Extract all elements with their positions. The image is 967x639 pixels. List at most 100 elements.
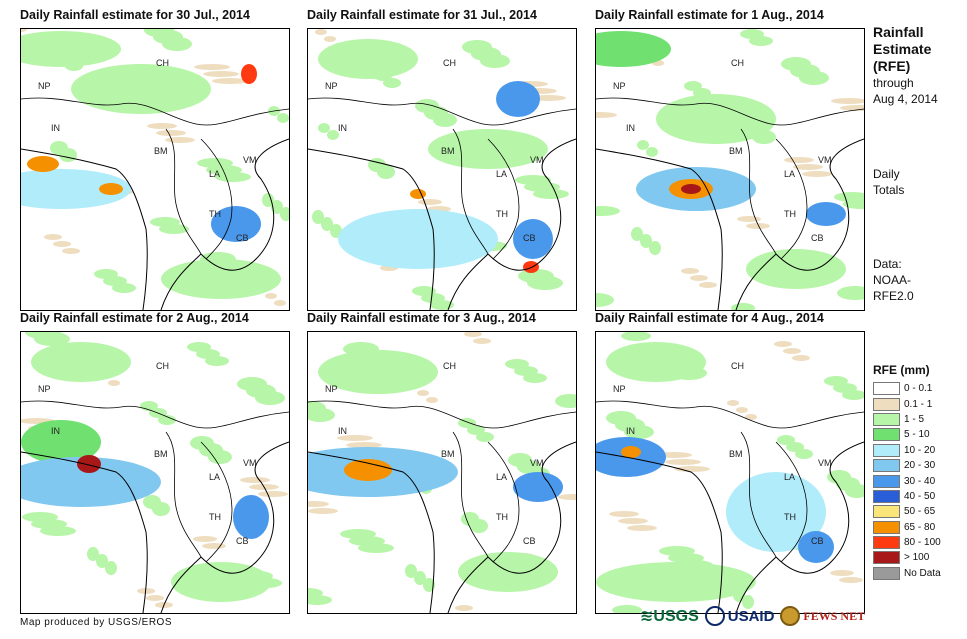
rain-patch: [414, 571, 426, 585]
rain-patch: [609, 511, 639, 517]
coastline: [447, 441, 576, 613]
legend-item: 0.1 - 1: [873, 396, 941, 411]
country-border: [596, 400, 864, 429]
rain-cell: [410, 189, 426, 199]
rain-patch: [274, 300, 286, 306]
country-label: TH: [496, 209, 508, 219]
coastline: [21, 148, 148, 310]
rain-patch: [165, 137, 195, 143]
rain-patch: [455, 605, 473, 611]
country-label: LA: [209, 472, 220, 482]
legend-label: 80 - 100: [904, 537, 941, 549]
side-title-block: Rainfall Estimate (RFE) through Aug 4, 2…: [873, 24, 938, 107]
data-line-1: Data:: [873, 257, 902, 271]
rain-patch: [22, 512, 58, 522]
rain-patch: [158, 415, 176, 425]
rain-patch: [830, 570, 854, 576]
data-line-2: NOAA-: [873, 273, 912, 287]
rain-patch: [265, 293, 277, 299]
panel-title: Daily Rainfall estimate for 2 Aug., 2014: [20, 311, 249, 325]
rain-patch: [53, 241, 71, 247]
rain-cell: [681, 184, 701, 194]
legend-label: 65 - 80: [904, 521, 936, 533]
rain-patch: [618, 518, 648, 524]
rain-patch: [736, 407, 748, 413]
daily-line-1: Daily: [873, 167, 900, 181]
rain-cell: [726, 472, 826, 552]
rain-patch: [784, 157, 814, 163]
country-label: BM: [441, 146, 455, 156]
country-label: BM: [441, 449, 455, 459]
globe-icon: [780, 606, 801, 626]
rain-patch: [50, 141, 68, 155]
map-credit: Map produced by USGS/EROS: [20, 617, 173, 628]
country-label: CH: [156, 361, 169, 371]
rain-patch: [340, 529, 376, 539]
side-title-2: Estimate: [873, 41, 932, 57]
usaid-logo: USAID: [704, 606, 774, 626]
rain-patch: [558, 494, 576, 500]
rain-patch: [596, 206, 620, 216]
daily-totals-block: Daily Totals: [873, 166, 904, 198]
rain-patch: [308, 501, 329, 507]
legend-label: > 100: [904, 552, 930, 564]
country-label: NP: [613, 81, 626, 91]
rain-cell: [318, 39, 418, 79]
legend-label: 0 - 0.1: [904, 383, 933, 395]
rain-patch: [368, 158, 386, 172]
legend-item: 10 - 20: [873, 443, 941, 458]
legend-label: 0.1 - 1: [904, 398, 933, 410]
country-label: CH: [443, 361, 456, 371]
legend-label: 30 - 40: [904, 475, 936, 487]
legend-label: 10 - 20: [904, 444, 936, 456]
rain-patch: [746, 223, 770, 229]
legend-swatch: [873, 536, 900, 550]
rain-patch: [262, 193, 274, 207]
country-label: VM: [818, 155, 832, 165]
country-border: [165, 431, 202, 558]
rain-patch: [555, 394, 576, 408]
rain-patch: [824, 376, 848, 386]
rain-patch: [271, 200, 283, 214]
rain-patch: [596, 293, 614, 307]
rain-patch: [194, 64, 230, 70]
rain-patch: [418, 199, 442, 205]
country-label: LA: [784, 472, 795, 482]
rain-cell: [21, 31, 121, 67]
rain-patch: [412, 286, 436, 296]
country-label: CB: [523, 233, 536, 243]
country-label: IN: [338, 426, 347, 436]
country-label: IN: [51, 123, 60, 133]
rain-patch: [321, 217, 333, 231]
legend-label: 1 - 5: [904, 413, 925, 425]
rain-patch: [461, 512, 479, 526]
rain-patch: [277, 113, 289, 123]
rain-patch: [606, 411, 636, 425]
country-border: [21, 400, 289, 429]
country-border: [487, 138, 520, 260]
rain-patch: [737, 216, 761, 222]
legend-swatch: [873, 520, 900, 534]
rain-cell: [77, 455, 101, 473]
coastline: [596, 148, 723, 310]
rain-patch: [197, 158, 233, 168]
rain-patch: [108, 380, 120, 386]
rain-patch: [237, 377, 267, 391]
rainfall-map: CH NP IN BM LA VM TH CB: [595, 331, 865, 614]
legend-item: 0 - 0.1: [873, 381, 941, 396]
country-border: [775, 138, 808, 260]
rain-cell: [513, 219, 553, 259]
rain-patch: [203, 71, 239, 77]
legend-item: No Data: [873, 566, 941, 581]
rain-patch: [473, 338, 491, 344]
legend-item: 40 - 50: [873, 489, 941, 504]
rain-cell: [71, 64, 211, 114]
coastline: [160, 441, 289, 613]
country-label: TH: [209, 209, 221, 219]
rain-patch: [508, 453, 532, 467]
rain-patch: [426, 397, 438, 403]
side-title-1: Rainfall: [873, 24, 924, 40]
country-label: BM: [154, 146, 168, 156]
country-label: IN: [338, 123, 347, 133]
legend-title: RFE (mm): [873, 363, 930, 377]
